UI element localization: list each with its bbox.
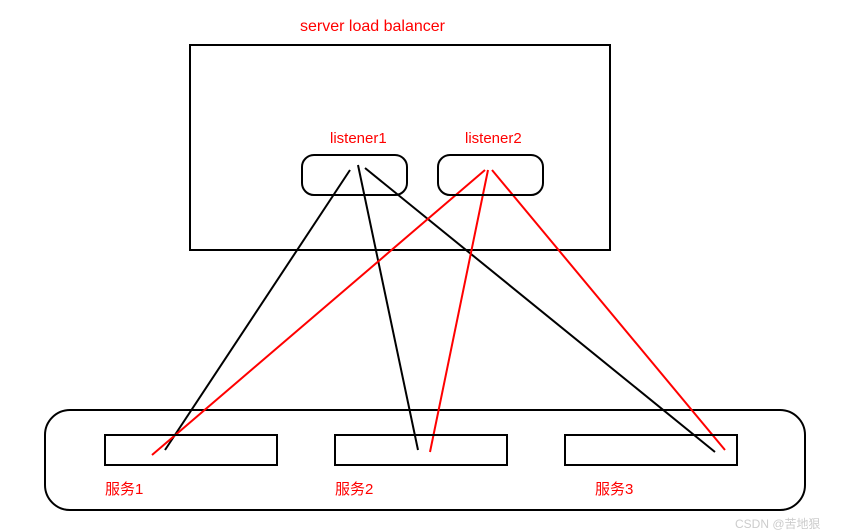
watermark-text: CSDN @苦地狠 (735, 515, 821, 530)
edge-5 (492, 170, 725, 450)
service1-box (105, 435, 277, 465)
listener2-box (438, 155, 543, 195)
load-balancer-box (190, 45, 610, 250)
service2-label: 服务2 (335, 478, 373, 499)
edge-1 (358, 165, 418, 450)
edge-3 (152, 170, 485, 455)
service2-box (335, 435, 507, 465)
listener2-label: listener2 (465, 130, 522, 147)
title-label: server load balancer (300, 18, 445, 36)
services-container-box (45, 410, 805, 510)
service3-label: 服务3 (595, 478, 633, 499)
diagram-canvas (0, 0, 847, 530)
listener1-label: listener1 (330, 130, 387, 147)
service1-label: 服务1 (105, 478, 143, 499)
